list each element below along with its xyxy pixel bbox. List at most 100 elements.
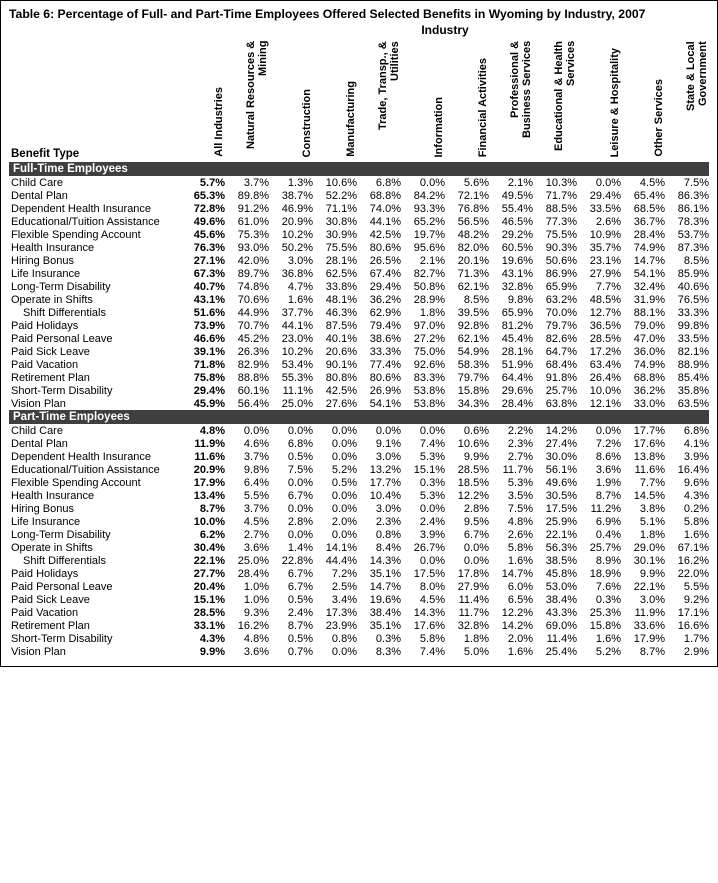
data-cell: 44.1% (269, 319, 313, 332)
data-cell: 1.4% (269, 541, 313, 554)
data-cell: 0.0% (269, 528, 313, 541)
data-cell: 84.2% (401, 189, 445, 202)
data-cell: 4.5% (401, 593, 445, 606)
data-cell: 0.0% (225, 424, 269, 437)
data-cell: 75.5% (533, 228, 577, 241)
data-cell: 25.0% (269, 397, 313, 410)
data-cell: 50.6% (533, 254, 577, 267)
data-cell: 85.4% (665, 371, 709, 384)
data-cell: 36.7% (621, 215, 665, 228)
data-cell: 11.4% (445, 593, 489, 606)
data-cell: 0.2% (665, 502, 709, 515)
data-cell: 14.2% (533, 424, 577, 437)
data-cell: 14.2% (489, 619, 533, 632)
data-cell: 2.3% (357, 515, 401, 528)
data-cell: 30.1% (621, 554, 665, 567)
data-cell: 30.4% (181, 541, 225, 554)
data-cell: 1.3% (269, 176, 313, 189)
data-cell: 80.6% (357, 241, 401, 254)
data-cell: 63.5% (665, 397, 709, 410)
data-cell: 55.4% (489, 202, 533, 215)
data-cell: 42.5% (357, 228, 401, 241)
data-cell: 54.1% (357, 397, 401, 410)
data-cell: 0.0% (401, 554, 445, 567)
benefit-label: Health Insurance (9, 241, 181, 254)
data-cell: 82.9% (225, 358, 269, 371)
data-cell: 5.3% (401, 489, 445, 502)
data-cell: 6.8% (665, 424, 709, 437)
data-cell: 4.3% (665, 489, 709, 502)
data-cell: 1.6% (269, 293, 313, 306)
column-header: State & Local Government (665, 39, 709, 162)
data-cell: 36.2% (357, 293, 401, 306)
data-cell: 5.7% (181, 176, 225, 189)
benefit-label: Short-Term Disability (9, 384, 181, 397)
data-cell: 79.7% (533, 319, 577, 332)
data-cell: 76.8% (445, 202, 489, 215)
data-cell: 29.4% (577, 189, 621, 202)
table-title: Table 6: Percentage of Full- and Part-Ti… (9, 7, 709, 21)
column-header-label: Information (433, 95, 445, 160)
data-cell: 1.6% (489, 554, 533, 567)
data-cell: 1.7% (665, 632, 709, 645)
data-cell: 3.6% (225, 541, 269, 554)
column-header-label: Other Services (653, 77, 665, 159)
data-cell: 9.2% (665, 593, 709, 606)
data-cell: 12.7% (577, 306, 621, 319)
data-cell: 23.9% (313, 619, 357, 632)
data-cell: 26.7% (401, 541, 445, 554)
table-row: Dental Plan11.9%4.6%6.8%0.0%9.1%7.4%10.6… (9, 437, 709, 450)
data-cell: 15.8% (445, 384, 489, 397)
data-cell: 91.8% (533, 371, 577, 384)
benefit-label: Retirement Plan (9, 371, 181, 384)
benefit-label: Retirement Plan (9, 619, 181, 632)
data-cell: 34.3% (445, 397, 489, 410)
data-cell: 63.4% (577, 358, 621, 371)
data-cell: 9.3% (225, 606, 269, 619)
data-cell: 17.9% (621, 632, 665, 645)
data-cell: 0.0% (313, 502, 357, 515)
data-cell: 17.5% (401, 567, 445, 580)
data-cell: 3.6% (225, 645, 269, 658)
data-cell: 35.7% (577, 241, 621, 254)
data-cell: 0.5% (313, 476, 357, 489)
data-cell: 0.0% (313, 450, 357, 463)
table-row: Vision Plan9.9%3.6%0.7%0.0%8.3%7.4%5.0%1… (9, 645, 709, 658)
data-cell: 0.0% (401, 502, 445, 515)
section-header-cell: Part-Time Employees (9, 410, 709, 424)
data-cell: 61.0% (225, 215, 269, 228)
data-cell: 6.5% (489, 593, 533, 606)
data-cell: 60.1% (225, 384, 269, 397)
data-cell: 71.3% (445, 267, 489, 280)
data-cell: 0.8% (357, 528, 401, 541)
data-cell: 82.7% (401, 267, 445, 280)
data-cell: 48.2% (445, 228, 489, 241)
column-header-label: All Industries (213, 85, 225, 159)
data-cell: 2.9% (665, 645, 709, 658)
data-cell: 7.4% (401, 645, 445, 658)
data-cell: 26.3% (225, 345, 269, 358)
data-cell: 74.8% (225, 280, 269, 293)
data-cell: 45.9% (181, 397, 225, 410)
table-head: Industry Benefit Type All IndustriesNatu… (9, 23, 709, 162)
data-cell: 63.2% (533, 293, 577, 306)
benefit-label: Hiring Bonus (9, 254, 181, 267)
benefit-label: Educational/Tuition Assistance (9, 463, 181, 476)
data-cell: 7.7% (577, 280, 621, 293)
data-cell: 8.0% (401, 580, 445, 593)
data-cell: 10.3% (533, 176, 577, 189)
data-cell: 18.5% (445, 476, 489, 489)
data-cell: 1.6% (489, 645, 533, 658)
data-cell: 4.5% (225, 515, 269, 528)
section-header-row: Full-Time Employees (9, 162, 709, 176)
data-cell: 0.0% (313, 645, 357, 658)
data-cell: 3.0% (269, 254, 313, 267)
data-cell: 14.7% (357, 580, 401, 593)
data-cell: 2.2% (489, 424, 533, 437)
data-cell: 4.6% (225, 437, 269, 450)
data-cell: 7.5% (269, 463, 313, 476)
data-cell: 3.7% (225, 450, 269, 463)
table-row: Paid Vacation28.5%9.3%2.4%17.3%38.4%14.3… (9, 606, 709, 619)
data-cell: 30.9% (313, 228, 357, 241)
data-cell: 92.8% (445, 319, 489, 332)
